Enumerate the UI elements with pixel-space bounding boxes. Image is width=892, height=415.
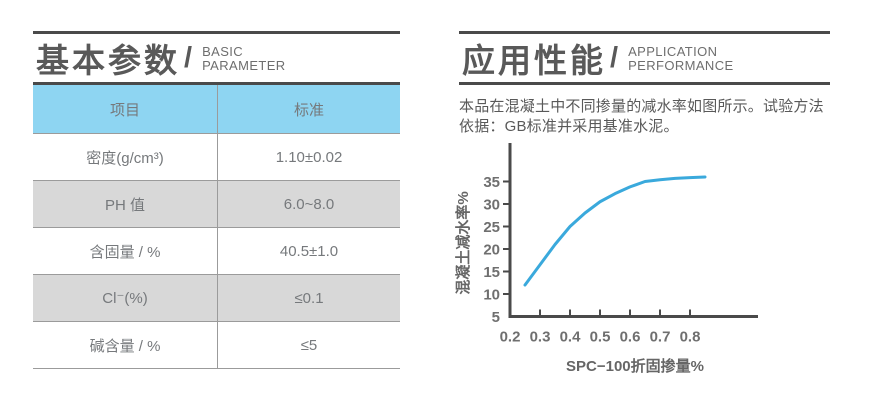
title-en-line1: BASIC: [202, 44, 244, 59]
table-row: 含固量 / % 40.5±1.0: [33, 227, 400, 274]
title-en-line2: PARAMETER: [202, 58, 286, 73]
table-row: Cl⁻(%) ≤0.1: [33, 274, 400, 321]
title-en: BASIC PARAMETER: [202, 43, 286, 73]
title-en-line2: PERFORMANCE: [628, 58, 734, 73]
top-rule: [459, 31, 830, 34]
x-tick-label: 0.5: [590, 329, 611, 346]
water-reduction-chart: 5 10 15 20 25 30 35 0.2 0.3 0.4 0.5 0.6 0.7 0.8 混凝土减水率…: [454, 143, 758, 375]
title-en-line1: APPLICATION: [628, 44, 718, 59]
value-cell: ≤0.1: [294, 289, 324, 307]
title-slash: /: [184, 41, 193, 74]
table-row: 碱含量 / % ≤5: [33, 321, 400, 368]
y-tick-label: 20: [483, 242, 500, 259]
y-tick-label: 5: [492, 309, 500, 326]
application-performance-section: 应用性能 / APPLICATION PERFORMANCE 本品在混凝土中不同…: [454, 31, 830, 390]
parameter-table: 项目 标准 密度(g/cm³) 1.10±0.02 PH 值 6.0~8.0 含固量 /…: [33, 85, 400, 369]
table-header-row: 项目 标准: [33, 85, 400, 133]
column-header-item: 项目: [33, 85, 218, 133]
x-tick-label: 0.6: [620, 329, 641, 346]
basic-parameter-section: 基本参数 / BASIC PARAMETER 项目 标准 密度(g/cm³) 1.…: [33, 31, 400, 369]
y-axis-title: 混凝土减水率%: [454, 191, 472, 294]
y-tick-label: 15: [483, 264, 500, 281]
y-tick-label: 30: [483, 197, 500, 214]
table-row: PH 值 6.0~8.0: [33, 180, 400, 227]
top-rule: [33, 31, 400, 34]
item-cell: 含固量 / %: [33, 228, 218, 274]
x-tick-label: 0.8: [680, 329, 701, 346]
chart-axes: [508, 143, 758, 318]
title-en: APPLICATION PERFORMANCE: [628, 43, 734, 73]
x-tick-label: 0.7: [650, 329, 671, 346]
value-cell: ≤5: [300, 336, 318, 354]
table-row: 密度(g/cm³) 1.10±0.02: [33, 133, 400, 180]
y-tick-label: 10: [483, 287, 500, 304]
basic-parameter-title: 基本参数 / BASIC PARAMETER: [33, 34, 400, 82]
y-tick-label: 35: [483, 174, 500, 191]
series-line: [523, 175, 707, 287]
item-cell: Cl⁻(%): [33, 275, 218, 321]
description-text: 本品在混凝土中不同掺量的减水率如图所示。试验方法依据：GB标准并采用基准水泥。: [459, 98, 824, 135]
value-cell: 6.0~8.0: [283, 195, 335, 213]
mid-rule: [33, 82, 400, 85]
y-tick-label: 25: [483, 219, 500, 236]
x-tick-label: 0.4: [560, 329, 582, 346]
application-performance-title: 应用性能 / APPLICATION PERFORMANCE: [459, 34, 830, 82]
title-cn: 应用性能: [462, 42, 606, 79]
x-axis-title: SPC−100折固掺量%: [566, 357, 704, 375]
mid-rule: [459, 82, 830, 85]
column-header-standard: 标准: [293, 101, 324, 119]
title-cn: 基本参数: [36, 42, 180, 79]
item-cell: 密度(g/cm³): [33, 134, 218, 180]
value-cell: 40.5±1.0: [279, 242, 339, 260]
title-slash: /: [610, 41, 619, 74]
value-cell: 1.10±0.02: [275, 148, 343, 166]
x-tick-label: 0.2: [500, 329, 521, 346]
item-cell: PH 值: [33, 181, 218, 227]
item-cell: 碱含量 / %: [33, 322, 218, 368]
x-tick-label: 0.3: [530, 329, 551, 346]
